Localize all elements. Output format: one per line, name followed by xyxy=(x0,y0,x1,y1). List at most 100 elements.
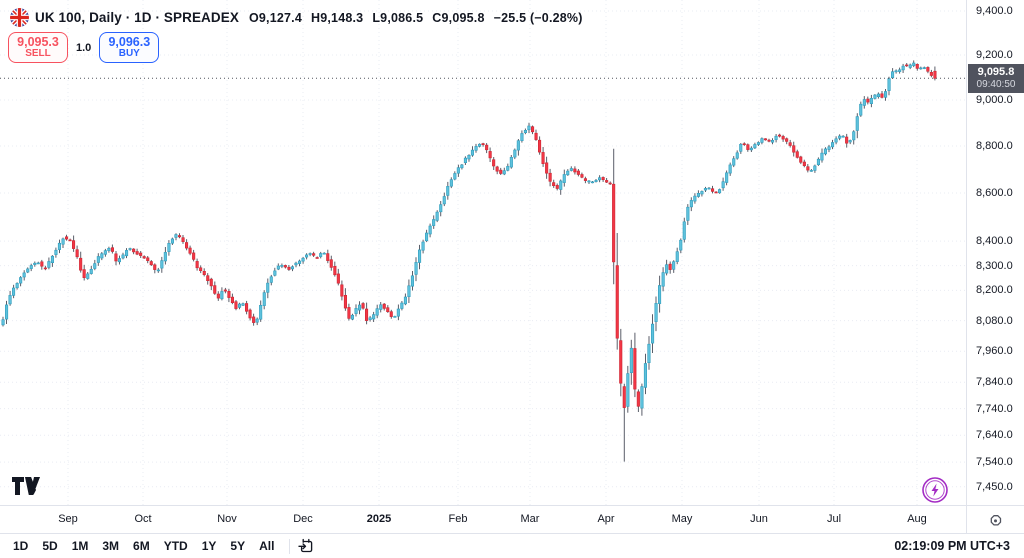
down-candle xyxy=(185,242,189,249)
up-candle xyxy=(276,265,280,270)
range-button-5y[interactable]: 5Y xyxy=(230,539,246,553)
up-candle xyxy=(760,138,764,143)
up-candle xyxy=(855,116,859,131)
go-to-date-button[interactable] xyxy=(298,538,315,555)
up-candle xyxy=(407,285,411,297)
time-tick-label: Sep xyxy=(58,513,78,525)
up-candle xyxy=(689,200,693,208)
down-candle xyxy=(188,247,192,254)
up-candle xyxy=(640,386,644,409)
down-candle xyxy=(283,265,287,268)
down-candle xyxy=(492,159,496,167)
range-button-all[interactable]: All xyxy=(259,539,275,553)
down-candle xyxy=(781,136,785,140)
up-candle xyxy=(717,189,722,194)
chart-plot-area[interactable]: UK 100, Daily · 1D · SPREADEX O9,127.4 H… xyxy=(0,0,966,505)
up-candle xyxy=(848,140,852,143)
range-button-6m[interactable]: 6M xyxy=(133,539,150,553)
down-candle xyxy=(537,139,542,153)
down-candle xyxy=(714,191,718,194)
tradingview-logo[interactable] xyxy=(12,477,40,496)
sell-button[interactable]: 9,095.3 SELL xyxy=(8,32,68,63)
up-candle xyxy=(520,133,524,141)
time-axis[interactable]: Sep Oct Nov Dec 2025 Feb Mar Apr May Jun Jul Aug xyxy=(0,505,1024,534)
up-candle xyxy=(107,248,111,251)
down-candle xyxy=(746,144,750,150)
range-button-1m[interactable]: 1M xyxy=(71,539,89,553)
timezone-settings-button[interactable] xyxy=(966,506,1024,534)
range-button-3m[interactable]: 3M xyxy=(102,539,120,553)
up-candle xyxy=(262,292,266,306)
bottom-toolbar: 1D 5D 1M 3M 6M YTD 1Y 5Y All 02:19:09 PM UTC+3 xyxy=(0,533,1024,558)
down-candle xyxy=(139,252,143,256)
up-candle xyxy=(89,268,93,274)
down-candle xyxy=(495,166,499,172)
price-tick-label: 7,960.0 xyxy=(976,345,1013,358)
down-candle xyxy=(389,311,393,317)
up-candle xyxy=(703,188,708,191)
range-button-1d[interactable]: 1D xyxy=(13,539,29,553)
down-candle xyxy=(287,266,291,270)
up-candle xyxy=(739,144,743,152)
up-candle xyxy=(410,275,415,287)
session-clock[interactable]: 02:19:09 PM UTC+3 xyxy=(894,539,1010,553)
down-candle xyxy=(181,237,185,242)
down-candle xyxy=(199,267,203,271)
spread-value: 1.0 xyxy=(76,41,92,54)
up-candle xyxy=(354,308,358,314)
up-candle xyxy=(26,268,30,273)
symbol-title[interactable]: UK 100, Daily · 1D · SPREADEX xyxy=(35,10,239,25)
price-tick-label: 7,740.0 xyxy=(976,402,1013,415)
candlestick-chart[interactable] xyxy=(0,0,966,505)
time-tick-label: Mar xyxy=(520,513,540,525)
up-candle xyxy=(428,225,432,235)
up-candle xyxy=(820,152,824,161)
up-candle xyxy=(728,164,732,174)
up-candle xyxy=(838,135,842,139)
down-candle xyxy=(213,285,217,294)
down-candle xyxy=(802,161,806,167)
up-candle xyxy=(890,71,895,79)
down-candle xyxy=(795,151,799,158)
up-candle xyxy=(650,323,655,344)
up-candle xyxy=(732,158,736,166)
up-candle xyxy=(350,314,355,320)
down-candle xyxy=(230,296,234,304)
time-tick-label: Nov xyxy=(217,513,237,525)
price-axis[interactable]: 9,095.8 09:40:50 9,400.0 9,200.0 9,000.0 8,… xyxy=(966,0,1024,505)
buy-button[interactable]: 9,096.3 BUY xyxy=(99,32,160,63)
up-candle xyxy=(682,221,686,240)
ohlc-readout: O9,127.4 H9,148.3 L9,086.5 C9,095.8 −25.… xyxy=(249,11,583,25)
up-candle xyxy=(238,303,242,308)
range-button-5d[interactable]: 5D xyxy=(42,539,58,553)
quote-high: H9,148.3 xyxy=(311,10,364,25)
lightning-button[interactable] xyxy=(921,476,949,504)
up-candle xyxy=(8,295,12,305)
down-candle xyxy=(364,308,369,321)
up-candle xyxy=(841,135,845,138)
up-candle xyxy=(308,253,312,255)
up-candle xyxy=(304,254,309,258)
last-price-value: 9,095.8 xyxy=(977,66,1015,79)
down-candle xyxy=(40,261,44,267)
up-candle xyxy=(587,180,591,183)
up-candle xyxy=(50,255,55,264)
down-candle xyxy=(382,303,386,309)
down-candle xyxy=(767,139,771,142)
up-candle xyxy=(887,78,891,91)
up-candle xyxy=(36,262,40,265)
range-button-1y[interactable]: 1Y xyxy=(201,539,217,553)
range-button-ytd[interactable]: YTD xyxy=(163,539,188,553)
down-candle xyxy=(75,249,79,258)
up-candle xyxy=(830,142,835,148)
down-candle xyxy=(601,177,605,180)
up-candle xyxy=(506,166,510,171)
up-candle xyxy=(523,130,528,134)
up-candle xyxy=(901,65,905,71)
up-candle xyxy=(442,196,446,205)
down-candle xyxy=(792,145,796,153)
down-candle xyxy=(785,138,789,142)
down-candle xyxy=(710,188,715,192)
candle-bodies xyxy=(1,62,937,409)
down-candle xyxy=(132,248,136,253)
